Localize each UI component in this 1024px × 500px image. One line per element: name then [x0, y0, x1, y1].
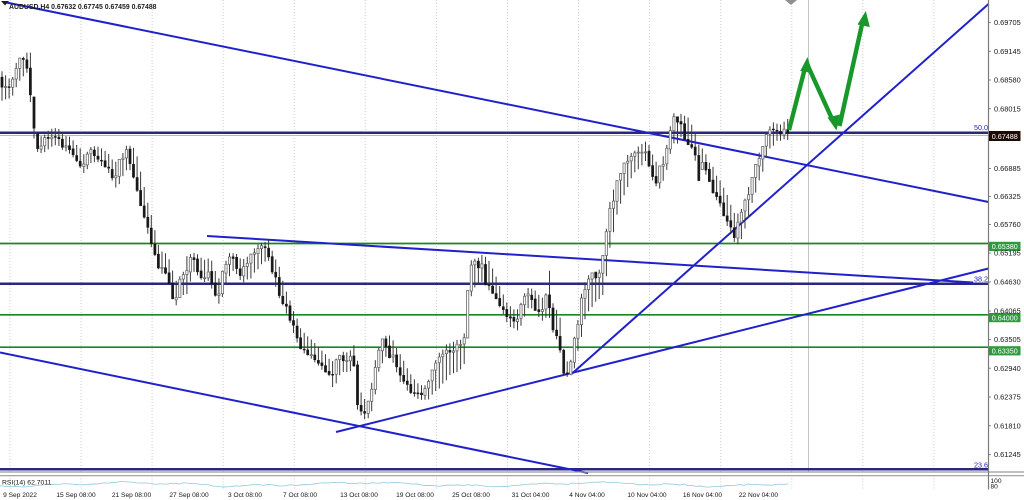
- svg-text:0.63505: 0.63505: [994, 335, 1021, 344]
- svg-text:31 Oct 04:00: 31 Oct 04:00: [512, 492, 550, 499]
- svg-text:0.68015: 0.68015: [994, 104, 1021, 113]
- svg-text:50.0: 50.0: [974, 123, 988, 132]
- svg-text:0.68580: 0.68580: [994, 76, 1021, 85]
- svg-text:25 Oct 08:00: 25 Oct 08:00: [452, 492, 490, 499]
- svg-text:16 Nov 04:00: 16 Nov 04:00: [683, 492, 723, 499]
- svg-text:AUDUSD,H4 0.67632 0.67745 0.6: AUDUSD,H4 0.67632 0.67745 0.67459 0.6748…: [9, 4, 157, 11]
- svg-text:23.6: 23.6: [974, 460, 988, 469]
- svg-text:38.2: 38.2: [974, 275, 988, 284]
- svg-text:80: 80: [991, 483, 999, 490]
- svg-text:27 Sep 08:00: 27 Sep 08:00: [169, 492, 209, 499]
- svg-text:100: 100: [991, 478, 1002, 485]
- svg-text:0.64065: 0.64065: [994, 307, 1021, 316]
- svg-text:0.65380: 0.65380: [992, 242, 1018, 251]
- svg-text:0.62375: 0.62375: [994, 393, 1021, 402]
- svg-text:15 Sep 08:00: 15 Sep 08:00: [56, 492, 96, 499]
- svg-text:0.66325: 0.66325: [994, 192, 1021, 201]
- svg-text:7 Oct 08:00: 7 Oct 08:00: [283, 492, 317, 499]
- svg-text:0.64000: 0.64000: [992, 313, 1018, 322]
- svg-text:0.69705: 0.69705: [994, 18, 1021, 27]
- svg-text:0.64630: 0.64630: [994, 278, 1021, 287]
- svg-text:RSI(14) 62.7011: RSI(14) 62.7011: [2, 480, 52, 487]
- svg-text:0.66885: 0.66885: [994, 164, 1021, 173]
- svg-text:0.69145: 0.69145: [994, 47, 1021, 56]
- svg-text:9 Sep 2022: 9 Sep 2022: [3, 492, 37, 499]
- svg-text:19 Oct 08:00: 19 Oct 08:00: [396, 492, 434, 499]
- svg-text:0.61245: 0.61245: [994, 450, 1021, 459]
- svg-text:21 Sep 08:00: 21 Sep 08:00: [112, 492, 152, 499]
- svg-text:13 Oct 08:00: 13 Oct 08:00: [340, 492, 378, 499]
- svg-text:0.65760: 0.65760: [994, 220, 1021, 229]
- svg-text:0.61810: 0.61810: [994, 421, 1021, 430]
- svg-text:22 Nov 04:00: 22 Nov 04:00: [739, 492, 779, 499]
- svg-text:4 Nov 04:00: 4 Nov 04:00: [569, 492, 605, 499]
- svg-text:3 Oct 08:00: 3 Oct 08:00: [228, 492, 262, 499]
- svg-text:0.65195: 0.65195: [994, 249, 1021, 258]
- svg-text:0.67488: 0.67488: [992, 132, 1018, 141]
- svg-text:0.63350: 0.63350: [992, 347, 1018, 356]
- svg-text:10 Nov 04:00: 10 Nov 04:00: [627, 492, 667, 499]
- svg-text:0.62940: 0.62940: [994, 364, 1021, 373]
